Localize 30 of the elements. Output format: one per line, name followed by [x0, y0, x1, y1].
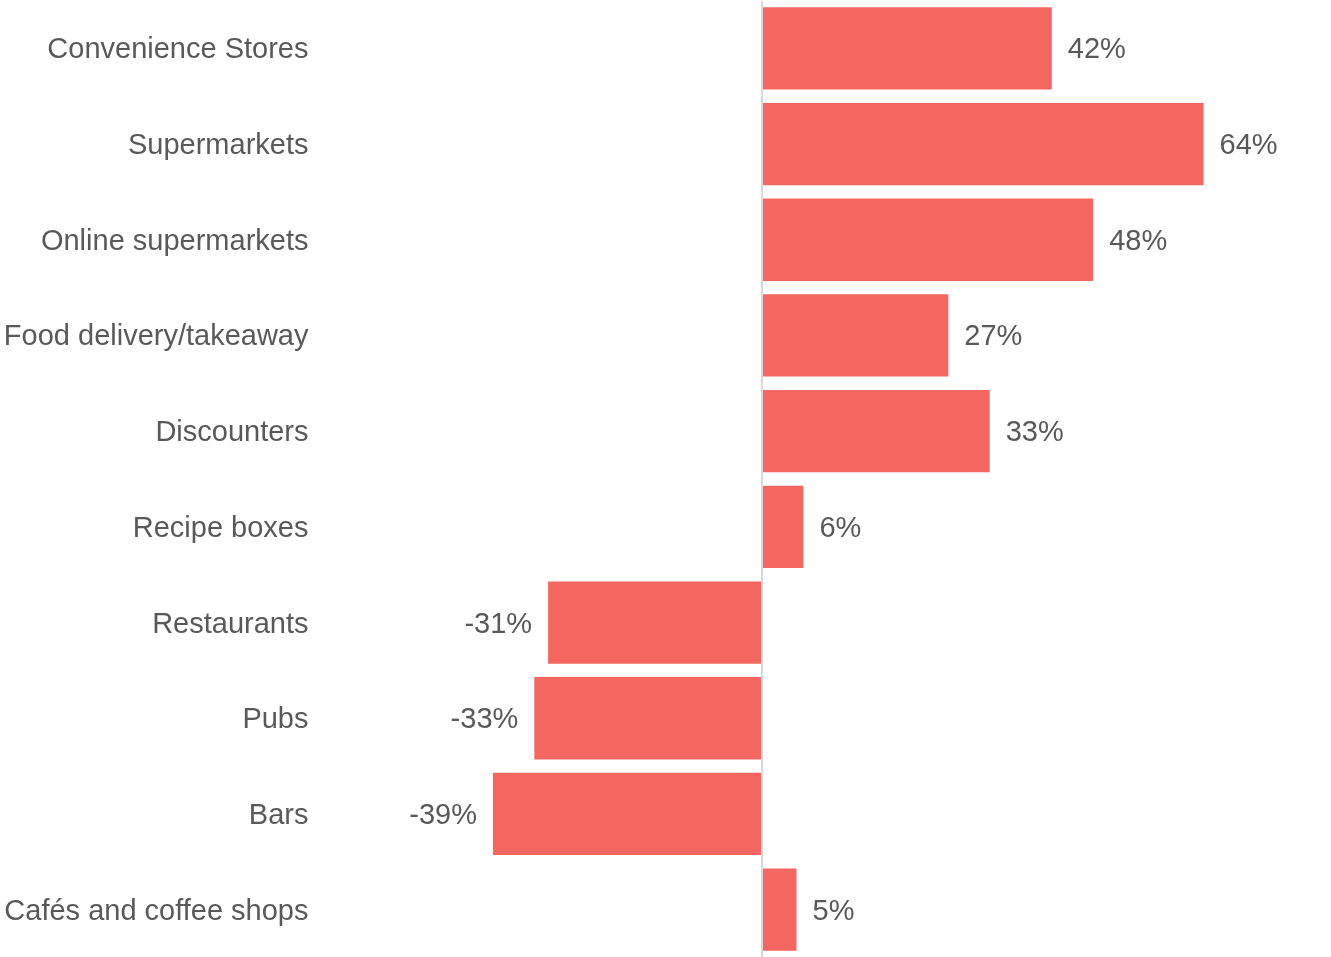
bar: [762, 485, 804, 568]
y-tick-label: Restaurants: [152, 606, 309, 639]
bar: [762, 294, 949, 377]
bar: [762, 7, 1052, 90]
data-label: 33%: [1005, 415, 1064, 448]
data-label: 27%: [964, 319, 1023, 352]
bar: [762, 390, 990, 473]
y-tick-label: Bars: [248, 797, 309, 830]
data-label: 64%: [1219, 128, 1278, 161]
data-label: 48%: [1109, 223, 1168, 256]
y-tick-label: Recipe boxes: [132, 510, 309, 543]
y-tick-label: Convenience Stores: [47, 32, 309, 65]
y-tick-label: Discounters: [155, 415, 309, 448]
bar: [762, 198, 1094, 281]
bar: [534, 677, 763, 760]
data-label: 42%: [1067, 32, 1126, 65]
bar: [548, 581, 763, 664]
data-label: -39%: [409, 797, 477, 830]
bar: [762, 868, 797, 951]
y-tick-label: Pubs: [242, 702, 309, 735]
y-tick-label: Online supermarkets: [40, 223, 309, 256]
data-label: 5%: [812, 893, 855, 926]
y-tick-label: Supermarkets: [127, 128, 309, 161]
bar: [492, 772, 763, 856]
bar: [762, 102, 1204, 186]
data-label: 6%: [819, 510, 862, 543]
y-tick-label: Cafés and coffee shops: [4, 893, 309, 926]
data-label: -31%: [464, 606, 533, 639]
y-tick-label: Food delivery/takeaway: [3, 319, 309, 352]
data-label: -33%: [450, 702, 519, 735]
